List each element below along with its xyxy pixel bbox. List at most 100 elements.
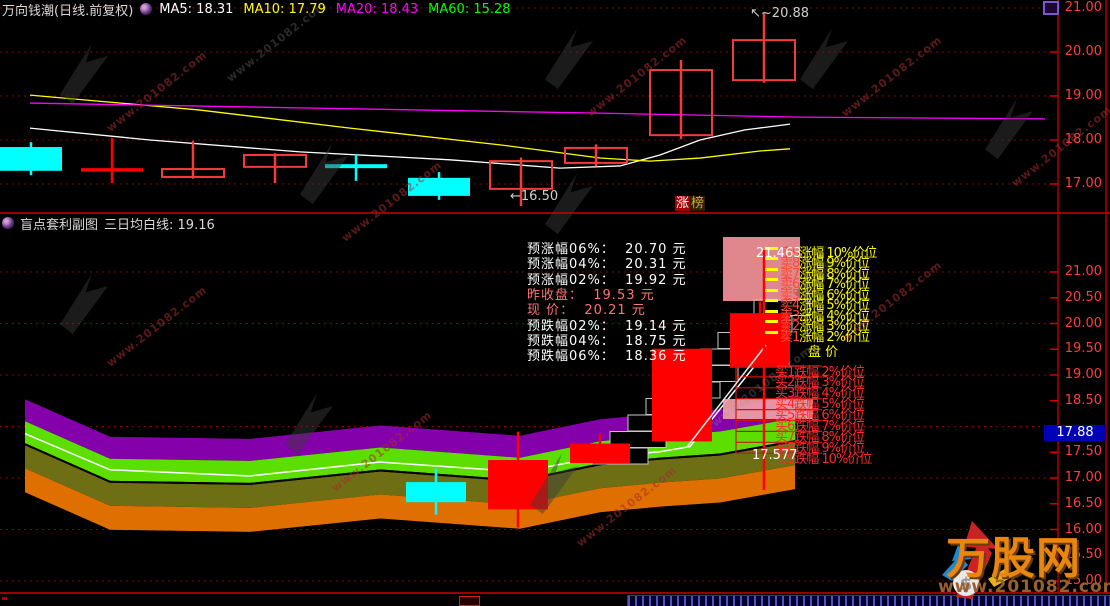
axis-tick-label: 19.00: [1064, 367, 1102, 382]
forecast-row: 预跌幅06%： 18.36 元: [527, 349, 687, 365]
sell-level-row: 卖4涨幅 5%价位: [780, 294, 870, 314]
axis-tick-label: 21.00: [1064, 264, 1102, 279]
axis-tick-label: 20.00: [1064, 44, 1102, 59]
site-logo-text: 万股网: [946, 533, 1081, 584]
forecast-row: 预涨幅04%： 20.31 元: [527, 257, 687, 273]
sell-label: 涨幅 8%价位: [799, 266, 870, 282]
indicator-icon[interactable]: [140, 3, 153, 15]
sell-label: 涨幅 9%价位: [799, 256, 870, 272]
buy-level-row: 买7跌幅 8%价位: [775, 429, 865, 445]
sell-label: 涨幅 4%价位: [799, 308, 870, 324]
sell-seat: 卖4: [780, 298, 800, 314]
board-price-label: 盘 价: [808, 345, 839, 360]
sell-tick: [765, 257, 778, 261]
sell-seat: 卖9: [780, 245, 800, 261]
buy-level-row: 买3跌幅 4%价位: [775, 386, 865, 402]
buy-level-row: 买5跌幅 6%价位: [775, 408, 865, 424]
axis-tick-label: 17.50: [1064, 444, 1102, 460]
status-red-chip: [459, 596, 480, 606]
sub-indicator-icon[interactable]: [2, 217, 14, 229]
site-logo-url: www.201082.com: [938, 577, 1110, 597]
forecast-row: 预跌幅02%： 19.14 元: [527, 318, 687, 334]
sub-chart-title: 盲点套利副图: [20, 217, 99, 233]
current-price-marker: 17.88: [1044, 424, 1106, 441]
sell-label: 涨幅 5%价位: [799, 298, 870, 314]
buy-level-row: 买1跌幅 2%价位: [775, 364, 865, 380]
status-bar: [0, 594, 1110, 606]
sell-level-row: 卖3涨幅 4%价位: [780, 305, 870, 324]
sell-seat: 卖8: [780, 256, 800, 272]
forecast-row: 预涨幅06%： 20.70 元: [527, 242, 687, 257]
sell-level-row: 卖1涨幅 2%价位: [780, 326, 870, 345]
sell-level-row: 卖7涨幅 8%价位: [780, 263, 870, 282]
sell-level-row: 卖6涨幅 7%价位: [780, 273, 870, 293]
axis-tick-label: 20.50: [1064, 289, 1102, 305]
ma-label: MA5: 18.31: [159, 1, 234, 17]
high-annotation: ↖~20.88: [750, 6, 810, 21]
sell-tick: [765, 330, 778, 334]
lower-price-marker: 17.577: [752, 448, 798, 463]
sell-label: 涨幅 7%价位: [799, 277, 870, 293]
forecast-row: 现 价： 20.21 元: [527, 303, 646, 319]
sell-tick: [765, 309, 778, 313]
axis-tick-label: 17.00: [1064, 176, 1102, 191]
sell-seat: 卖3: [780, 308, 800, 324]
sell-seat: 卖6: [780, 277, 800, 293]
axis-tick-label: 18.00: [1064, 132, 1102, 147]
buy-level-row: 买6跌幅 7%价位: [775, 419, 865, 434]
buy-level-row: 买2跌幅 3%价位: [775, 375, 865, 391]
sell-level-row: 卖2涨幅 3%价位: [780, 315, 870, 335]
axis-tick-label: 18.50: [1064, 392, 1102, 408]
sell-label: 涨幅 3%价位: [799, 319, 870, 335]
sell-label: 涨幅 6%价位: [799, 287, 870, 303]
axis-tick-label: 20.00: [1064, 315, 1102, 331]
sell-level-row: 卖9涨幅 10%价位: [780, 242, 877, 261]
sub-chart-header: 盲点套利副图 三日均白线: 19.16: [2, 215, 215, 233]
sub-chart-ma-label: 三日均白线: 19.16: [104, 217, 215, 233]
forecast-row: 昨收盘： 19.53 元: [527, 287, 655, 303]
sell-level-row: 卖5涨幅 6%价位: [780, 284, 870, 303]
buy-level-row: 买4跌幅 5%价位: [775, 397, 865, 413]
sell-seat: 卖1: [780, 329, 800, 345]
sell-level-row: 卖8涨幅 9%价位: [780, 252, 870, 272]
sell-tick: [765, 288, 778, 292]
sell-seat: 卖5: [780, 287, 800, 303]
forecast-row: 预跌幅04%： 18.75 元: [527, 333, 687, 349]
axis-tick-label: 17.00: [1064, 470, 1102, 485]
forecast-row: 预涨幅02%： 19.92 元: [527, 272, 687, 288]
upper-price-marker: 21.463: [756, 246, 802, 261]
axis-tick-label: 15.00: [1064, 573, 1102, 588]
status-dot: [2, 597, 7, 600]
sell-label: 涨幅 10%价位: [799, 245, 877, 261]
sell-tick: [765, 246, 778, 250]
sell-tick: [765, 320, 778, 324]
axis-tick-label: 15.50: [1064, 547, 1102, 563]
pointer-glyph: ↖~: [750, 6, 772, 21]
corner-tool-icon[interactable]: [1043, 1, 1059, 15]
ma-legend: MA5: 18.31 MA10: 17.79 MA20: 18.43 MA60: 15…: [159, 2, 510, 17]
axis-tick-label: 21.00: [1064, 0, 1102, 15]
site-logo-icon: $: [942, 521, 1012, 599]
sell-tick: [765, 299, 778, 303]
ma-label: MA20: 18.43: [335, 1, 419, 17]
low-annotation: ←16.50: [510, 189, 559, 204]
main-chart-header: 万向钱潮(日线.前复权) MA5: 18.31 MA10: 17.79 MA20: …: [2, 1, 511, 19]
sell-seat: 卖2: [780, 319, 800, 335]
svg-text:$: $: [960, 574, 973, 595]
axis-tick-label: 16.50: [1064, 495, 1102, 511]
axis-tick-label: 19.50: [1064, 341, 1102, 357]
ma-label: MA60: 15.28: [428, 1, 511, 17]
sell-tick: [765, 267, 778, 271]
sell-tick: [765, 278, 778, 282]
stock-title: 万向钱潮(日线.前复权): [2, 3, 134, 19]
sell-label: 涨幅 2%价位: [799, 329, 870, 345]
axis-tick-label: 19.00: [1064, 88, 1102, 103]
buy-level-row: 买9跌幅 10%价位: [775, 451, 872, 467]
axis-tick-label: 16.00: [1064, 521, 1102, 537]
sell-seat: 卖7: [780, 266, 800, 282]
ma-label: MA10: 17.79: [243, 1, 326, 17]
buy-level-row: 买8跌幅 9%价位: [775, 440, 865, 456]
rise-list-badge[interactable]: 涨 榜: [675, 196, 706, 211]
